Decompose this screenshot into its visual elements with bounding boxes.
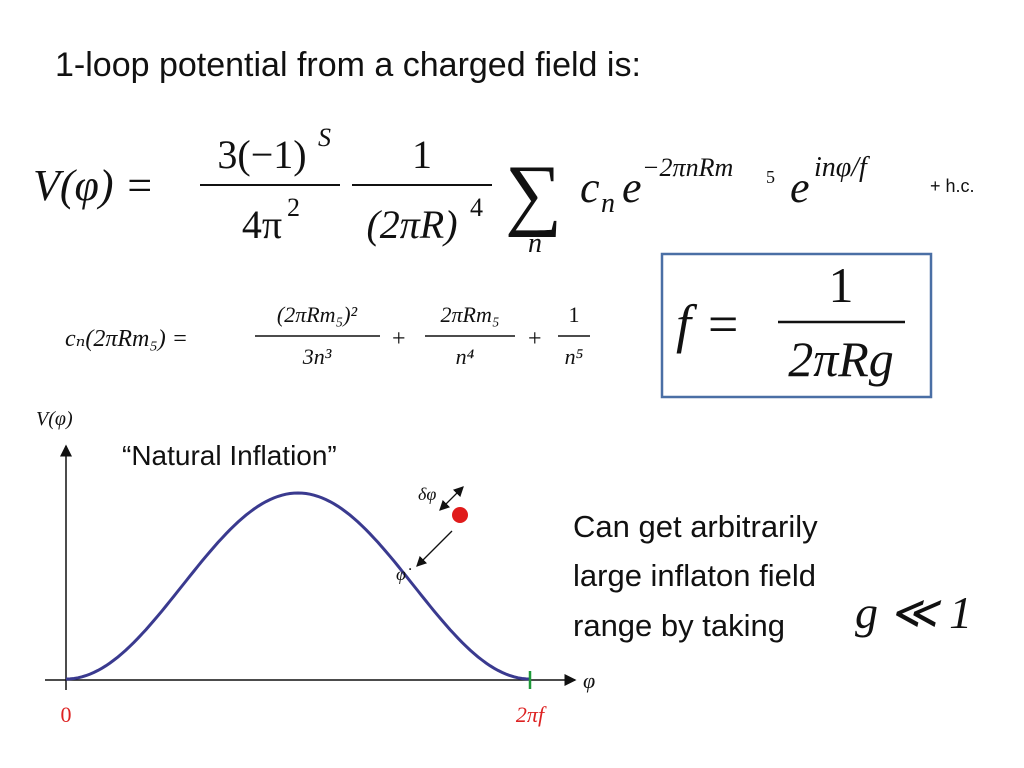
note-line: Can get arbitrarily (573, 509, 818, 544)
math: g ≪ 1 (855, 587, 972, 638)
math: 3(−1) (217, 132, 306, 177)
arrow (439, 486, 464, 511)
tick-label: 2πf (516, 702, 547, 727)
math: e (790, 163, 810, 212)
formula-box (660, 252, 933, 399)
math: 2 (287, 193, 300, 222)
math: 2πRm₅ (441, 302, 500, 327)
math: e (622, 163, 642, 212)
math: (2πRm₅)² (277, 302, 358, 327)
annotation: δφ (418, 484, 436, 504)
axis-label: φ (583, 668, 595, 693)
math: 1 (829, 257, 854, 313)
math: n⁵ (565, 344, 584, 369)
potential-curve (65, 491, 531, 681)
math: S (318, 123, 331, 152)
note-line: large inflaton field (573, 558, 816, 593)
math: V(φ) = (33, 161, 154, 210)
math: 1 (569, 302, 580, 327)
math: f = (676, 294, 741, 354)
math: 4π (242, 202, 282, 247)
math: ∑ (505, 150, 562, 238)
caption: “Natural Inflation” (122, 440, 337, 471)
math: n⁴ (456, 344, 475, 369)
math: −2πnRm (642, 153, 733, 182)
math: cₙ(2πRm₅) = (65, 326, 188, 352)
math: n (601, 188, 615, 219)
math: n (528, 228, 542, 259)
math: inφ/f (814, 152, 870, 183)
inflaton (452, 507, 468, 523)
math: + h.c. (930, 176, 975, 196)
math: 3n³ (302, 344, 332, 369)
math: 4 (470, 193, 483, 222)
math: 1 (412, 132, 432, 177)
axis-label: V(φ) (36, 408, 73, 430)
math: (2πR) (366, 202, 457, 247)
arrow (416, 530, 453, 567)
title: 1-loop potential from a charged field is… (55, 46, 641, 84)
math: + (528, 326, 542, 352)
math: 2πRg (788, 331, 894, 387)
math: c (580, 163, 600, 212)
tick-label: 0 (61, 702, 72, 727)
math: 5 (766, 167, 775, 187)
note-line: range by taking (573, 608, 785, 643)
math: + (392, 326, 406, 352)
